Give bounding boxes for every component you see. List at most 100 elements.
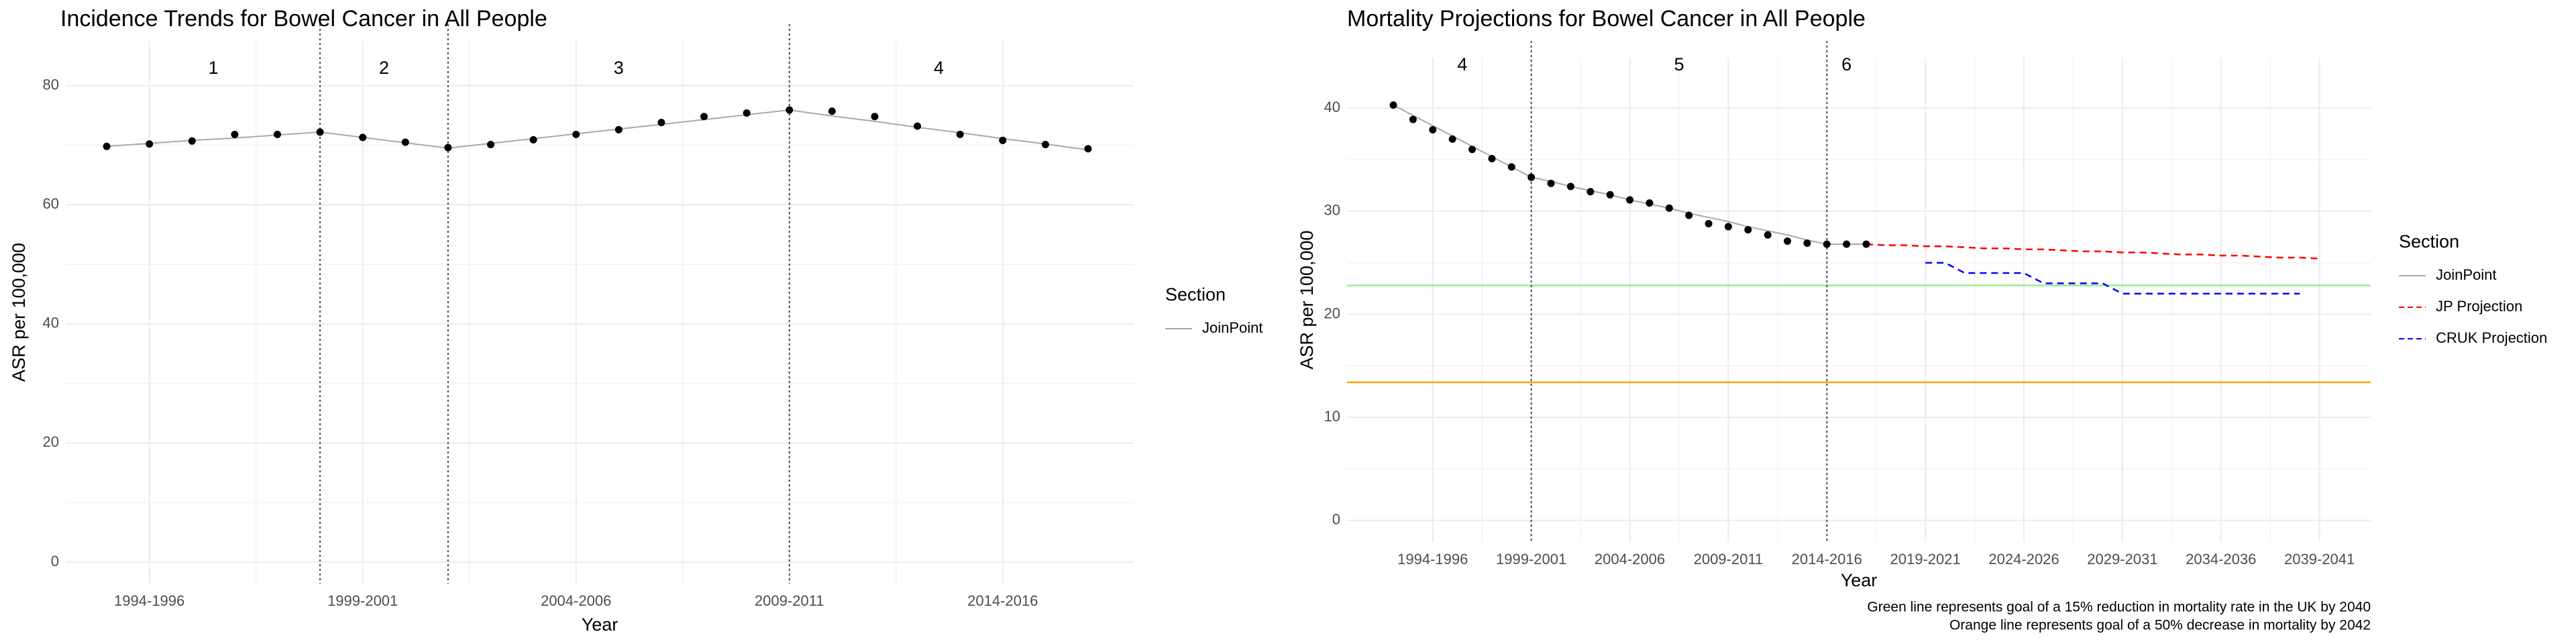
legend-title: Section: [1165, 284, 1226, 305]
y-tick-label: 20: [1324, 305, 1340, 321]
x-axis-title: Year: [1841, 570, 1878, 590]
data-point: [1646, 199, 1654, 207]
data-point: [1507, 163, 1515, 171]
data-point: [401, 138, 409, 146]
data-point: [657, 119, 665, 127]
data-point: [1389, 101, 1397, 109]
data-point: [529, 136, 537, 144]
x-tick-label: 2024-2026: [1988, 551, 2059, 568]
data-point: [486, 141, 494, 149]
series-line: [1925, 262, 2300, 295]
data-point: [828, 107, 836, 115]
data-point: [786, 106, 794, 114]
data-point: [188, 137, 196, 145]
data-point: [1429, 126, 1437, 134]
series-line: [106, 109, 1089, 151]
section-label: 4: [1457, 54, 1467, 74]
x-tick-label: 2029-2031: [2087, 551, 2157, 568]
y-tick-label: 30: [1324, 202, 1340, 219]
data-point: [1084, 145, 1092, 153]
data-point: [359, 133, 367, 142]
x-tick-label: 2014-2016: [967, 592, 1038, 609]
data-point: [1468, 146, 1477, 154]
y-tick-label: 40: [1324, 99, 1340, 115]
data-point: [1823, 240, 1831, 248]
y-tick-label: 0: [1332, 511, 1340, 528]
section-label: 1: [209, 58, 219, 78]
data-point: [871, 113, 879, 121]
data-point: [1488, 155, 1496, 163]
data-point: [1587, 188, 1595, 196]
data-point: [231, 130, 239, 138]
data-point: [1862, 240, 1870, 248]
note: Green line represents goal of a 15% redu…: [1867, 600, 2371, 615]
x-tick-label: 1999-2001: [327, 592, 398, 609]
x-tick-label: 2009-2011: [1694, 551, 1764, 568]
y-tick-label: 60: [43, 195, 59, 212]
y-tick-label: 10: [1324, 408, 1340, 425]
x-tick-label: 1994-1996: [1397, 551, 1468, 568]
data-point: [1527, 173, 1536, 181]
y-tick-label: 40: [43, 315, 59, 331]
y-tick-label: 80: [43, 76, 59, 93]
x-tick-label: 1999-2001: [1496, 551, 1566, 568]
data-point: [103, 142, 111, 150]
data-point: [273, 130, 281, 138]
legend-item: JoinPoint: [2436, 266, 2497, 283]
data-point: [1744, 226, 1752, 234]
legend-title: Section: [2399, 231, 2459, 252]
data-point: [1843, 240, 1851, 248]
data-point: [444, 144, 452, 152]
x-tick-label: 2014-2016: [1792, 551, 1862, 568]
section-label: 6: [1841, 54, 1851, 74]
data-point: [1705, 219, 1713, 227]
data-point: [1626, 196, 1634, 204]
data-point: [1606, 191, 1614, 199]
x-tick-label: 2004-2006: [541, 592, 611, 609]
legend-item: JP Projection: [2436, 298, 2522, 315]
x-tick-label: 2039-2041: [2284, 551, 2355, 568]
data-point: [914, 122, 922, 130]
x-tick-label: 2034-2036: [2186, 551, 2256, 568]
y-tick-label: 20: [43, 433, 59, 450]
x-axis-title: Year: [582, 614, 619, 635]
data-point: [146, 140, 154, 148]
data-point: [1547, 179, 1555, 187]
data-point: [1724, 223, 1732, 231]
data-point: [700, 113, 708, 121]
data-point: [1041, 141, 1049, 149]
y-tick-label: 0: [51, 553, 59, 570]
x-tick-label: 2004-2006: [1595, 551, 1665, 568]
section-label: 4: [934, 58, 944, 78]
chart-title: Mortality Projections for Bowel Cancer i…: [1347, 6, 1866, 32]
data-point: [1665, 204, 1673, 212]
y-axis-title: ASR per 100,000: [1297, 230, 1317, 369]
x-tick-label: 1994-1996: [114, 592, 184, 609]
section-label: 2: [379, 58, 389, 78]
series-line: [1866, 243, 2320, 260]
section-label: 5: [1674, 54, 1684, 74]
data-point: [743, 109, 751, 117]
section-label: 3: [614, 58, 624, 78]
data-point: [1685, 211, 1693, 219]
legend-item: JoinPoint: [1202, 319, 1263, 336]
data-point: [1448, 135, 1456, 143]
x-tick-label: 2019-2021: [1890, 551, 1961, 568]
data-point: [999, 136, 1007, 144]
data-point: [614, 125, 623, 133]
chart-title: Incidence Trends for Bowel Cancer in All…: [60, 6, 547, 32]
data-point: [1803, 239, 1811, 248]
data-point: [956, 130, 964, 138]
data-point: [1566, 182, 1574, 191]
data-point: [1409, 115, 1417, 123]
data-point: [1784, 237, 1792, 245]
note: Orange line represents goal of a 50% dec…: [1949, 618, 2371, 633]
data-point: [1764, 231, 1772, 239]
data-point: [316, 128, 324, 136]
y-axis-title: ASR per 100,000: [9, 243, 29, 382]
x-tick-label: 2009-2011: [755, 592, 824, 609]
data-point: [572, 130, 580, 138]
legend-item: CRUK Projection: [2436, 329, 2547, 346]
